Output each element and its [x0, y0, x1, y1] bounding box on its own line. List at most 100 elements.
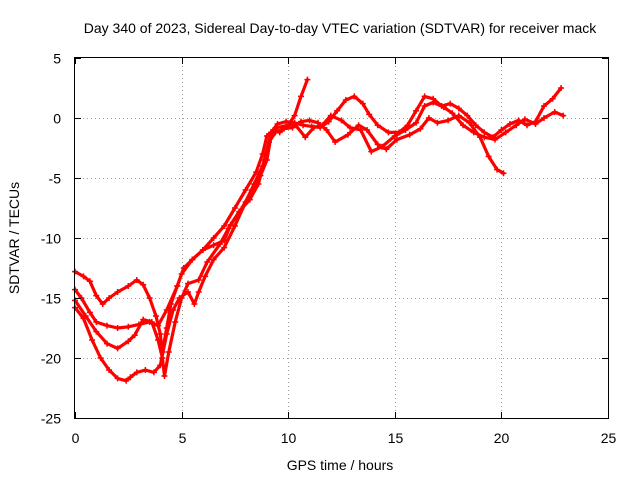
data-point [236, 208, 243, 215]
data-point [291, 112, 298, 119]
data-point [338, 117, 345, 124]
data-point [142, 367, 149, 373]
data-point [161, 373, 168, 379]
data-point [261, 157, 268, 163]
plot-frame [74, 57, 609, 419]
data-point [364, 127, 371, 133]
data-point [489, 134, 496, 141]
data-point [131, 332, 138, 339]
data-point [227, 221, 234, 228]
data-point [255, 181, 262, 187]
data-point [93, 328, 100, 335]
y-tick-label: -15 [41, 291, 61, 307]
data-point [165, 349, 172, 355]
data-point [558, 85, 565, 91]
data-point [494, 166, 501, 173]
data-point [125, 283, 132, 289]
data-point [133, 369, 140, 376]
data-point [106, 295, 113, 301]
data-point [308, 123, 315, 130]
data-point [366, 111, 373, 118]
data-point [133, 277, 140, 283]
data-point [195, 277, 202, 283]
data-point [300, 122, 307, 129]
data-point [438, 103, 445, 109]
data-point [393, 136, 400, 143]
data-point [174, 283, 181, 289]
data-point [86, 309, 93, 316]
data-point [189, 256, 196, 263]
data-point [304, 76, 311, 83]
data-point [344, 131, 351, 138]
data-point [434, 119, 441, 126]
data-point [210, 256, 217, 263]
data-point [472, 122, 479, 129]
data-point [146, 295, 153, 301]
data-point [460, 122, 466, 129]
data-point [421, 103, 428, 109]
data-point [374, 122, 381, 129]
y-tick-label: 0 [53, 111, 61, 127]
data-point [430, 95, 437, 102]
data-point [191, 301, 198, 307]
data-point [104, 340, 110, 347]
data-point [455, 112, 462, 119]
data-point [125, 338, 132, 345]
data-point [199, 247, 206, 253]
x-axis-label: GPS time / hours [287, 457, 394, 473]
y-tick-label: -5 [49, 171, 62, 187]
data-point [157, 331, 164, 337]
data-point [413, 119, 420, 126]
data-point [306, 117, 313, 124]
axis-ticks: 0 5 10 15 20 25 -25 -20 -15 -10 -5 0 5 [41, 51, 617, 447]
x-tick-label: 0 [72, 430, 80, 446]
data-point [521, 116, 528, 123]
data-point [560, 112, 567, 119]
data-point [502, 129, 509, 136]
x-tick-label: 5 [179, 430, 187, 446]
data-point [246, 196, 253, 203]
y-tick-label: -10 [41, 231, 61, 247]
x-tick-label: 25 [601, 430, 617, 446]
data-point [274, 121, 281, 127]
data-point [477, 134, 484, 141]
data-point [231, 223, 238, 229]
data-point [185, 280, 191, 287]
data-point [242, 187, 249, 193]
data-point [176, 295, 183, 301]
data-point [283, 118, 290, 125]
data-point [93, 292, 100, 299]
data-point [140, 316, 147, 323]
data-point [114, 289, 121, 295]
data-point [334, 107, 341, 114]
data-point [445, 117, 452, 124]
x-tick-label: 10 [281, 430, 297, 446]
data-point [106, 367, 113, 373]
data-point [413, 107, 420, 114]
data-point [425, 115, 432, 121]
data-point [498, 127, 505, 133]
data-point [347, 124, 353, 131]
data-point [280, 125, 287, 132]
series-line [73, 77, 309, 330]
data-point [524, 122, 530, 129]
data-point [421, 93, 428, 100]
data-point [97, 355, 104, 361]
data-point [355, 122, 362, 129]
data-point [114, 345, 121, 352]
series-line [73, 86, 563, 354]
series-arc-1 [72, 76, 311, 331]
data-point [93, 319, 100, 325]
data-point [464, 112, 471, 119]
data-point [157, 362, 164, 369]
series-line [73, 113, 506, 383]
data-point [140, 281, 147, 288]
series-arc-2 [72, 99, 567, 379]
series-arc-4 [72, 85, 565, 355]
data-point [153, 313, 159, 319]
data-point [447, 100, 454, 107]
data-point [404, 122, 411, 129]
data-point [323, 127, 330, 133]
data-point [202, 273, 209, 280]
